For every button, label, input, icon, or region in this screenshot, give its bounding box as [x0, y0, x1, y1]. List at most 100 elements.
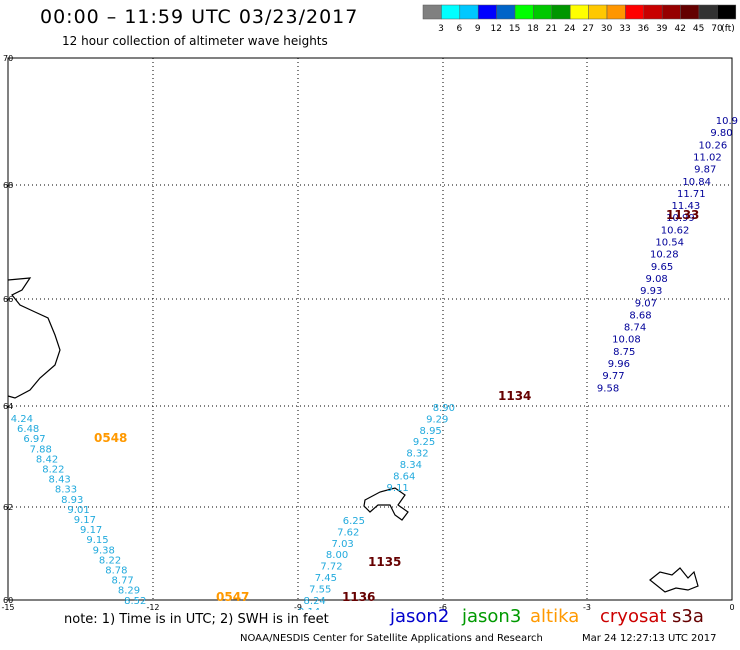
swh-label: 6.48 — [17, 424, 39, 435]
swh-label: 9.65 — [651, 262, 673, 273]
swh-label: 11.02 — [693, 152, 722, 163]
swh-label: 8.22 — [99, 555, 121, 566]
swh-label: 8.33 — [55, 485, 77, 496]
swh-label: 9.93 — [640, 286, 662, 297]
pass-time-label: 1133 — [666, 208, 699, 222]
swh-label: 10.26 — [699, 140, 728, 151]
swh-label: 10.84 — [682, 177, 711, 188]
swh-label: 8.52 — [124, 596, 146, 607]
pass-time-label: 0548 — [94, 431, 127, 445]
footer-credit: NOAA/NESDIS Center for Satellite Applica… — [240, 633, 543, 644]
legend-label: 33 — [619, 24, 630, 34]
lon-tick-label: -15 — [1, 603, 14, 610]
legend-label: 21 — [546, 24, 557, 34]
lon-tick-label: -6 — [439, 603, 447, 610]
swh-label: 8.95 — [420, 426, 442, 437]
swh-label: 10.99 — [666, 213, 695, 224]
satellite-label-cryosat: cryosat — [600, 606, 667, 627]
swh-label: 7.72 — [320, 562, 342, 573]
swh-label: 9.07 — [635, 298, 657, 309]
swh-label: 9.11 — [387, 483, 409, 494]
lat-tick-label: 68 — [3, 181, 13, 190]
swh-label: 8.24 — [304, 596, 326, 607]
satellite-label-s3a: s3a — [672, 606, 704, 627]
swh-label: 8.90 — [433, 403, 455, 414]
swh-label: 7.55 — [309, 584, 331, 595]
page-title: 00:00 – 11:59 UTC 03/23/2017 — [40, 6, 359, 28]
faroe-islands-coastline — [363, 487, 409, 521]
satellite-label-jason3: jason3 — [462, 606, 522, 627]
swh-label: 8.78 — [105, 566, 127, 577]
swh-label: 8.42 — [36, 454, 58, 465]
swh-label: 7.62 — [337, 527, 359, 538]
pass-time-label: 0547 — [216, 590, 249, 604]
swh-label: 9.29 — [426, 414, 448, 425]
legend-label: 36 — [638, 24, 650, 34]
lat-tick-label: 60 — [3, 596, 13, 605]
swh-label: 9.17 — [74, 515, 96, 526]
swh-label: 8.22 — [42, 465, 64, 476]
swh-label: 9.15 — [86, 535, 108, 546]
swh-label: 8.93 — [61, 495, 83, 506]
legend-unit: (ft) — [721, 24, 735, 34]
swh-label: 10.54 — [655, 238, 684, 249]
swh-label: 10.9 — [716, 116, 738, 127]
lon-tick-label: -9 — [294, 603, 302, 610]
swh-label: 7.88 — [30, 444, 52, 455]
swh-label: 8.14 — [298, 607, 320, 610]
pass-time-label: 1135 — [368, 555, 401, 569]
swh-label: 8.34 — [400, 460, 422, 471]
swh-label: 6.25 — [343, 516, 365, 527]
swh-label: 9.38 — [93, 545, 115, 556]
map-frame — [7, 57, 733, 601]
legend-label: 24 — [564, 24, 576, 34]
swh-label: 8.68 — [629, 310, 651, 321]
lat-tick-label: 66 — [3, 295, 13, 304]
swh-label: 9.77 — [602, 371, 624, 382]
swh-label: 9.01 — [67, 505, 89, 516]
footer-timestamp: Mar 24 12:27:13 UTC 2017 — [582, 633, 717, 644]
lon-tick-label: 0 — [729, 603, 734, 610]
lon-tick-label: -3 — [583, 603, 591, 610]
legend-label: 30 — [601, 24, 613, 34]
swh-label: 9.87 — [694, 165, 716, 176]
swh-label: 10.28 — [650, 250, 679, 261]
swh-label: 9.80 — [710, 128, 732, 139]
swh-label: 7.45 — [315, 573, 337, 584]
swh-label: 9.17 — [80, 525, 102, 536]
legend-label: 27 — [582, 24, 593, 34]
swh-label: 8.64 — [393, 471, 415, 482]
legend-swatch — [717, 4, 737, 20]
swh-label: 10.08 — [612, 335, 641, 346]
satellite-label-jason2: jason2 — [390, 606, 450, 627]
legend-label: 45 — [693, 24, 704, 34]
swh-label: 10.62 — [661, 225, 690, 236]
lat-tick-label: 64 — [3, 402, 13, 411]
iceland-coastline — [7, 277, 61, 399]
swh-label: 9.25 — [413, 437, 435, 448]
legend-label: 15 — [509, 24, 520, 34]
swh-label: 8.32 — [406, 449, 428, 460]
legend-label: 3 — [438, 24, 444, 34]
legend-label: 39 — [656, 24, 668, 34]
swh-label: 8.77 — [112, 576, 134, 587]
lat-tick-label: 70 — [3, 54, 13, 63]
swh-label: 11.71 — [677, 189, 706, 200]
swh-label: 11.43 — [672, 201, 701, 212]
swh-label: 4.24 — [11, 414, 33, 425]
legend-label: 9 — [475, 24, 481, 34]
legend-label: 18 — [527, 24, 539, 34]
lat-tick-label: 62 — [3, 503, 13, 512]
swh-label: 8.29 — [118, 586, 140, 597]
swh-label: 8.75 — [613, 347, 635, 358]
pass-time-label: 1136 — [342, 590, 375, 604]
swh-label: 8.00 — [326, 550, 348, 561]
legend-label: 6 — [457, 24, 463, 34]
swh-label: 9.58 — [597, 383, 619, 394]
lon-tick-label: -12 — [146, 603, 159, 610]
legend-label: 42 — [674, 24, 685, 34]
swh-label: 9.96 — [608, 359, 630, 370]
color-legend: 3 6 9 12 15 18 21 24 27 30 33 36 39 42 45 70(ft) — [422, 4, 737, 34]
swh-label: 9.08 — [646, 274, 668, 285]
